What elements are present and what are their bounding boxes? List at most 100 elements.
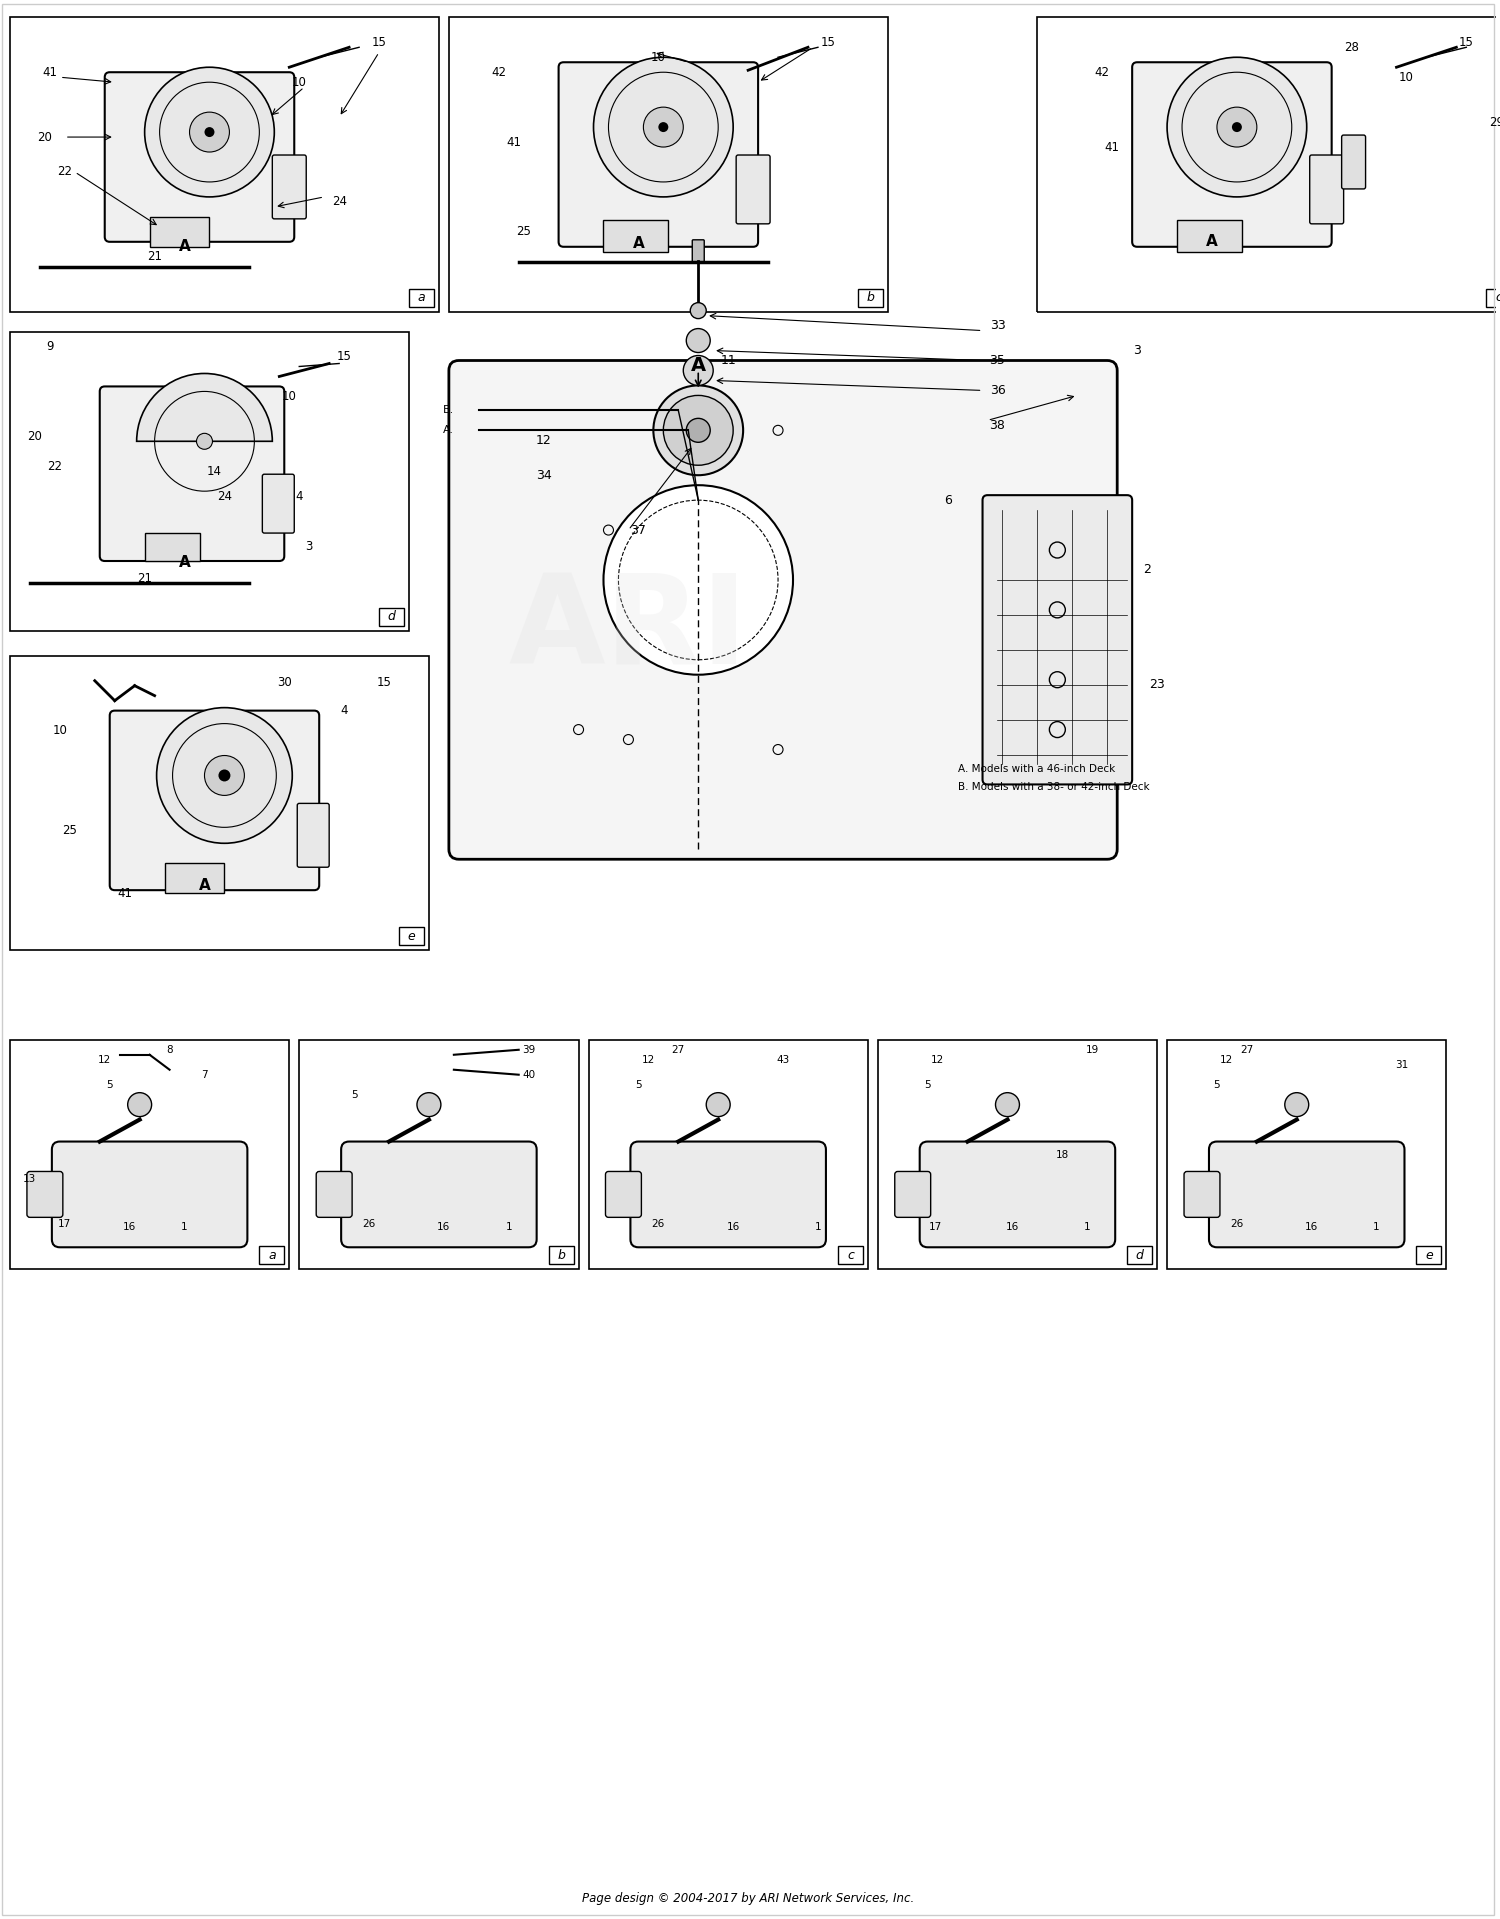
FancyBboxPatch shape xyxy=(316,1171,352,1217)
Text: 29: 29 xyxy=(1488,115,1500,129)
FancyBboxPatch shape xyxy=(630,1142,827,1247)
Circle shape xyxy=(644,107,684,148)
Text: 3: 3 xyxy=(1132,344,1142,357)
Circle shape xyxy=(156,708,292,842)
Text: 17: 17 xyxy=(928,1222,942,1232)
Text: 42: 42 xyxy=(490,65,506,79)
Text: 7: 7 xyxy=(201,1069,208,1080)
Text: A: A xyxy=(178,555,190,570)
Circle shape xyxy=(1286,1092,1308,1117)
Text: 26: 26 xyxy=(1230,1219,1244,1230)
Text: 2: 2 xyxy=(1143,564,1150,576)
Text: 10: 10 xyxy=(292,75,306,88)
Text: 27: 27 xyxy=(672,1044,686,1055)
Text: 5: 5 xyxy=(924,1080,932,1090)
Bar xyxy=(150,217,210,248)
Bar xyxy=(1038,17,1500,311)
Text: 33: 33 xyxy=(990,319,1005,332)
FancyBboxPatch shape xyxy=(1341,134,1365,188)
Text: 15: 15 xyxy=(821,36,836,48)
Text: 1: 1 xyxy=(1084,1222,1090,1232)
FancyBboxPatch shape xyxy=(53,1142,248,1247)
Bar xyxy=(10,332,410,631)
Text: 18: 18 xyxy=(1056,1149,1070,1159)
FancyBboxPatch shape xyxy=(982,495,1132,785)
Text: 34: 34 xyxy=(536,468,552,482)
Text: 16: 16 xyxy=(123,1222,136,1232)
Text: 41: 41 xyxy=(1104,140,1119,154)
Text: 15: 15 xyxy=(1460,36,1474,48)
Text: 12: 12 xyxy=(642,1055,656,1065)
Bar xyxy=(1126,1245,1152,1265)
Text: B.: B. xyxy=(442,405,454,415)
Text: 24: 24 xyxy=(217,489,232,503)
Bar xyxy=(839,1245,862,1265)
Text: e: e xyxy=(1425,1249,1432,1263)
Circle shape xyxy=(603,486,794,675)
Bar xyxy=(1486,288,1500,307)
Bar xyxy=(549,1245,573,1265)
Text: 25: 25 xyxy=(63,823,78,837)
Circle shape xyxy=(658,123,669,132)
Text: 4: 4 xyxy=(340,704,348,718)
FancyBboxPatch shape xyxy=(448,361,1118,860)
Text: 1: 1 xyxy=(182,1222,188,1232)
Text: 43: 43 xyxy=(777,1055,789,1065)
Text: 42: 42 xyxy=(1095,65,1110,79)
Circle shape xyxy=(687,418,709,441)
Text: 12: 12 xyxy=(932,1055,945,1065)
Bar xyxy=(399,927,424,944)
Text: 21: 21 xyxy=(147,249,162,263)
Text: 40: 40 xyxy=(522,1069,536,1080)
Bar xyxy=(380,608,404,626)
Text: 30: 30 xyxy=(278,675,291,689)
Text: b: b xyxy=(867,292,874,303)
FancyBboxPatch shape xyxy=(340,1142,537,1247)
Text: 12: 12 xyxy=(536,434,552,447)
Text: A.: A. xyxy=(442,426,454,436)
Text: 28: 28 xyxy=(1344,40,1359,54)
Text: 27: 27 xyxy=(1240,1044,1254,1055)
Text: 10: 10 xyxy=(53,723,68,737)
Text: B. Models with a 38- or 42-inch Deck: B. Models with a 38- or 42-inch Deck xyxy=(957,783,1149,793)
Bar xyxy=(1416,1245,1442,1265)
Text: 22: 22 xyxy=(57,165,72,178)
Text: 37: 37 xyxy=(630,524,646,537)
Text: 5: 5 xyxy=(634,1080,642,1090)
Text: 10: 10 xyxy=(1400,71,1414,84)
Text: 41: 41 xyxy=(117,887,132,900)
Text: 25: 25 xyxy=(516,225,531,238)
Text: A: A xyxy=(178,240,190,255)
Circle shape xyxy=(128,1092,152,1117)
Text: A: A xyxy=(198,877,210,892)
Text: 10: 10 xyxy=(651,50,666,63)
Bar xyxy=(858,288,883,307)
Circle shape xyxy=(690,303,706,319)
Bar xyxy=(410,288,434,307)
Bar xyxy=(144,533,200,560)
FancyBboxPatch shape xyxy=(99,386,285,560)
Text: 16: 16 xyxy=(438,1222,450,1232)
Text: 5: 5 xyxy=(1214,1080,1221,1090)
Circle shape xyxy=(1216,107,1257,148)
FancyBboxPatch shape xyxy=(262,474,294,533)
Text: 16: 16 xyxy=(1305,1222,1318,1232)
FancyBboxPatch shape xyxy=(1310,155,1344,225)
Text: 23: 23 xyxy=(1149,677,1166,691)
Text: A: A xyxy=(690,357,706,374)
Text: 41: 41 xyxy=(506,136,520,148)
Circle shape xyxy=(594,58,734,198)
Bar xyxy=(588,1040,868,1268)
Text: A: A xyxy=(633,236,645,251)
Text: 9: 9 xyxy=(46,340,54,353)
Bar xyxy=(10,656,429,950)
Circle shape xyxy=(706,1092,730,1117)
Text: 31: 31 xyxy=(1395,1059,1408,1069)
Circle shape xyxy=(417,1092,441,1117)
Text: 26: 26 xyxy=(651,1219,664,1230)
Text: ARI: ARI xyxy=(509,570,748,691)
Text: 6: 6 xyxy=(944,493,951,507)
Text: 15: 15 xyxy=(372,36,387,48)
Circle shape xyxy=(189,111,230,152)
Circle shape xyxy=(219,770,231,781)
